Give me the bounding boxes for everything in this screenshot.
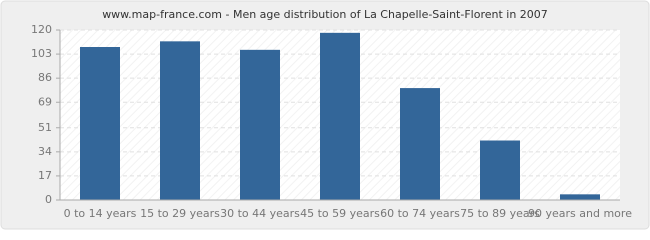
page: {"chart_data": {"type": "bar", "title": …: [0, 0, 650, 230]
x-tick-label: 0 to 14 years: [64, 207, 137, 220]
x-tick-label: 45 to 59 years: [300, 207, 380, 220]
bar: [80, 47, 120, 200]
y-tick-label: 69: [38, 95, 52, 108]
x-tick-label: 60 to 74 years: [380, 207, 460, 220]
y-tick-label: 103: [31, 47, 52, 60]
y-tick-label: 51: [38, 121, 52, 134]
y-tick-label: 0: [45, 193, 52, 206]
bar: [560, 194, 600, 200]
x-tick-label: 15 to 29 years: [140, 207, 220, 220]
x-tick-label: 90 years and more: [528, 207, 632, 220]
bar: [320, 32, 360, 201]
bar: [400, 88, 440, 200]
chart: www.map-france.com - Men age distributio…: [0, 0, 650, 230]
bar: [480, 140, 520, 200]
bar: [160, 41, 200, 201]
x-tick-label: 75 to 89 years: [460, 207, 540, 220]
y-tick-label: 120: [31, 23, 52, 36]
chart-title: www.map-france.com - Men age distributio…: [102, 8, 548, 21]
x-tick-label: 30 to 44 years: [220, 207, 300, 220]
bar: [240, 49, 280, 201]
y-tick-label: 34: [38, 145, 52, 158]
y-tick-label: 17: [38, 169, 52, 182]
y-tick-label: 86: [38, 71, 52, 84]
